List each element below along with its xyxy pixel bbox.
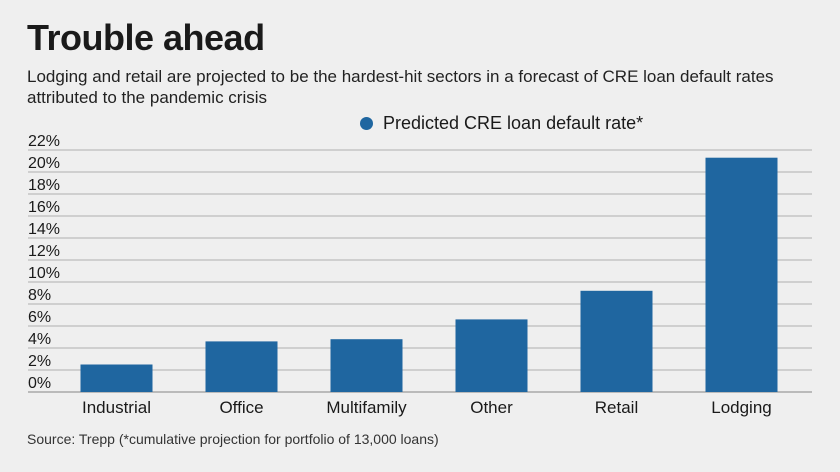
bar [205,341,278,392]
legend-label: Predicted CRE loan default rate* [383,113,644,133]
y-tick-label: 14% [28,221,60,238]
x-tick-label: Retail [595,398,638,417]
bar [80,364,153,392]
bar [330,339,403,392]
y-tick-label: 2% [28,353,51,370]
y-tick-label: 12% [28,243,60,260]
y-tick-label: 0% [28,375,51,392]
legend: Predicted CRE loan default rate* [360,113,643,134]
y-tick-label: 22% [28,133,60,150]
chart-title: Trouble ahead [27,17,265,58]
source-note: Source: Trepp (*cumulative projection fo… [27,431,439,447]
y-tick-label: 18% [28,177,60,194]
bar [455,319,528,392]
x-tick-label: Office [219,398,263,417]
chart-subtitle: Lodging and retail are projected to be t… [27,67,774,107]
legend-swatch [360,117,373,130]
bar [705,157,778,392]
y-tick-label: 8% [28,287,51,304]
y-tick-label: 10% [28,265,60,282]
bar [580,290,653,392]
x-tick-label: Other [470,398,513,417]
x-tick-label: Multifamily [326,398,407,417]
y-tick-label: 20% [28,155,60,172]
x-tick-label: Industrial [82,398,151,417]
y-tick-label: 16% [28,199,60,216]
y-tick-label: 6% [28,309,51,326]
x-tick-label: Lodging [711,398,772,417]
y-tick-label: 4% [28,331,51,348]
